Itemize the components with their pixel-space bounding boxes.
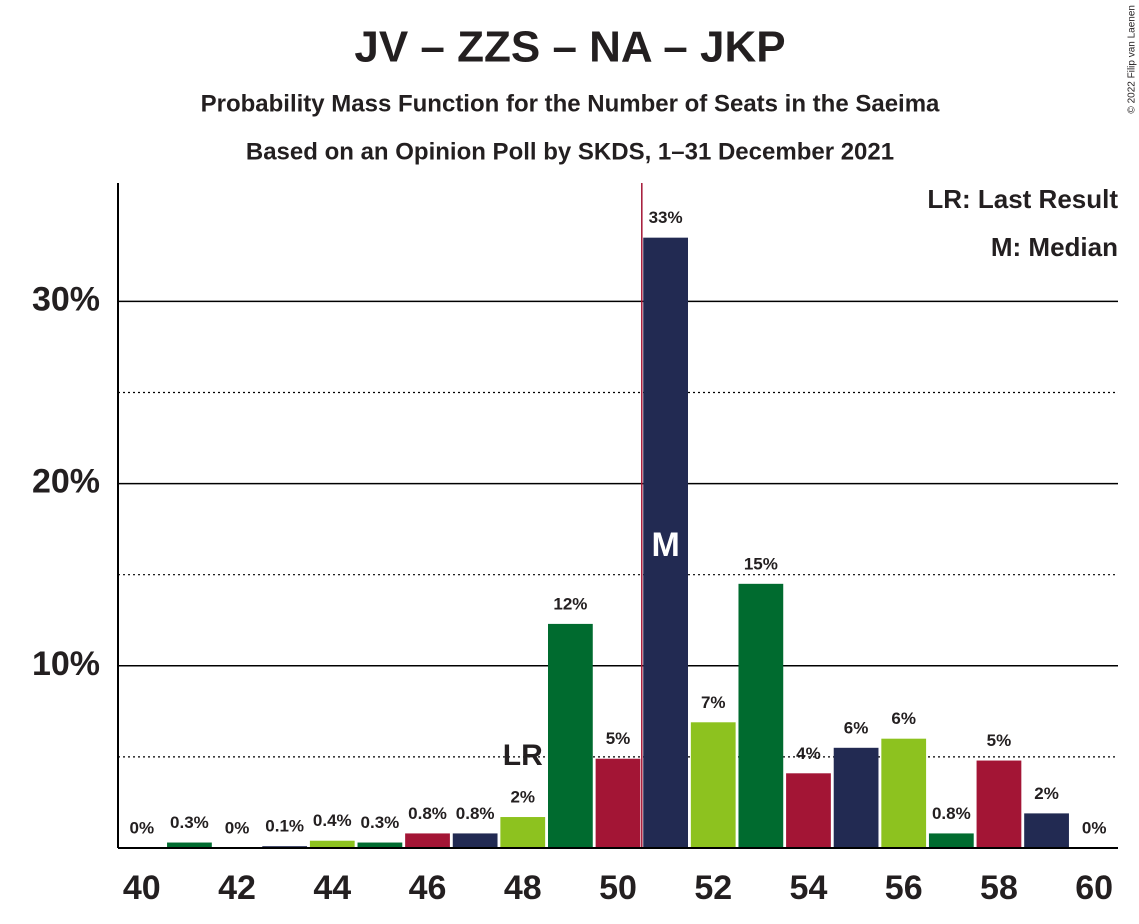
y-tick-label: 20% <box>32 463 100 501</box>
bar <box>786 773 831 848</box>
x-tick-label: 54 <box>790 869 828 907</box>
value-label: 6% <box>891 709 916 728</box>
value-label: 12% <box>553 594 587 613</box>
legend-entry: LR: Last Result <box>927 184 1118 214</box>
bar <box>595 758 641 848</box>
bar <box>690 722 736 848</box>
value-label: 0.1% <box>265 817 304 836</box>
x-tick-label: 60 <box>1075 869 1113 907</box>
value-label: 0.8% <box>408 804 447 823</box>
x-tick-label: 40 <box>123 869 161 907</box>
value-label: 0.8% <box>456 804 495 823</box>
value-label: 5% <box>606 729 631 748</box>
value-label: 6% <box>844 718 869 737</box>
chart-subtitle: Probability Mass Function for the Number… <box>201 90 940 117</box>
copyright: © 2022 Filip van Laenen <box>1127 5 1138 114</box>
value-label: 0% <box>1082 818 1107 837</box>
bar <box>928 833 974 848</box>
bar <box>643 237 688 848</box>
bar <box>309 840 355 848</box>
bar <box>976 760 1022 848</box>
value-label: 0.3% <box>361 813 400 832</box>
x-tick-label: 58 <box>980 869 1018 907</box>
x-tick-label: 56 <box>885 869 923 907</box>
value-label: 0.3% <box>170 813 209 832</box>
bar <box>738 583 784 848</box>
median-label: M <box>651 526 679 564</box>
x-tick-label: 48 <box>504 869 542 907</box>
bar <box>881 738 927 848</box>
x-tick-label: 44 <box>313 869 351 907</box>
chart-subtitle: Based on an Opinion Poll by SKDS, 1–31 D… <box>246 138 894 165</box>
value-label: 0.4% <box>313 811 352 830</box>
legend-entry: M: Median <box>991 232 1118 262</box>
bar <box>405 833 450 848</box>
value-label: 7% <box>701 693 726 712</box>
value-label: 0% <box>130 818 155 837</box>
x-tick-label: 50 <box>599 869 637 907</box>
y-tick-label: 10% <box>32 645 100 683</box>
x-tick-label: 52 <box>694 869 732 907</box>
chart-title: JV – ZZS – NA – JKP <box>354 23 785 72</box>
value-label: 33% <box>649 208 683 227</box>
last-result-label: LR <box>503 739 543 772</box>
value-label: 2% <box>1034 784 1059 803</box>
value-label: 5% <box>987 731 1012 750</box>
value-label: 4% <box>796 744 821 763</box>
value-label: 0.8% <box>932 804 971 823</box>
y-tick-label: 30% <box>32 280 100 318</box>
bar <box>167 842 212 848</box>
value-label: 0% <box>225 818 250 837</box>
bar <box>833 747 879 848</box>
x-tick-label: 46 <box>409 869 447 907</box>
bar <box>500 817 546 848</box>
bar <box>357 842 403 848</box>
value-label: 2% <box>510 788 535 807</box>
bar <box>548 623 593 848</box>
x-tick-label: 42 <box>218 869 256 907</box>
bar <box>1024 813 1069 848</box>
bar <box>452 833 498 848</box>
value-label: 15% <box>744 554 778 573</box>
